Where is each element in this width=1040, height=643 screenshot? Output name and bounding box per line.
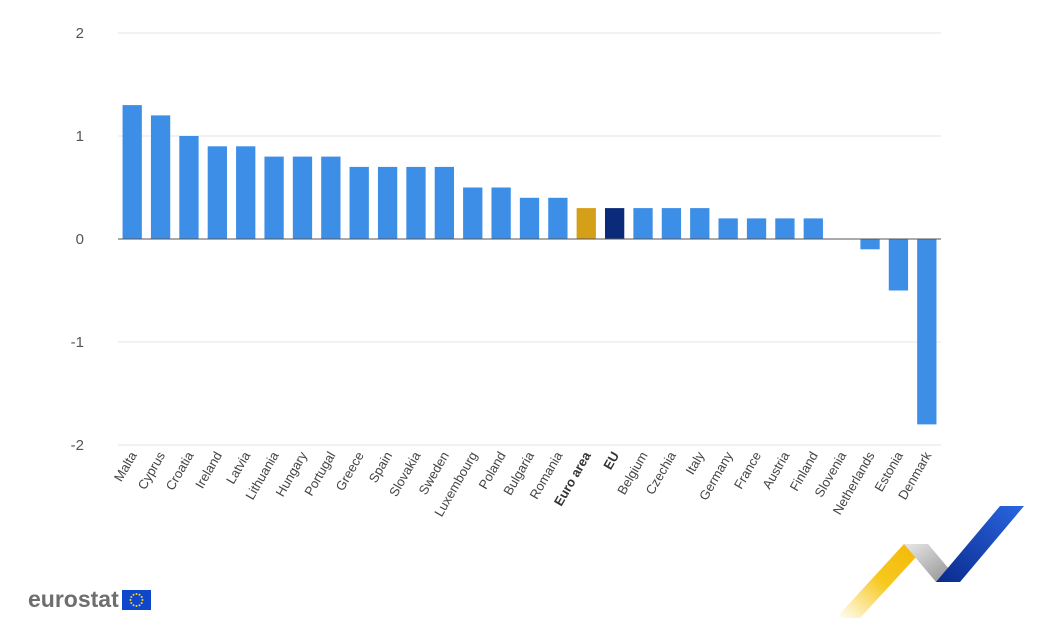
category-label: Malta [111, 448, 140, 484]
bar [860, 239, 880, 250]
bar [661, 208, 682, 239]
category-label: EU [600, 449, 622, 472]
y-axis-ticks: 2 1 0 -1 -2 [71, 25, 84, 454]
eu-flag-icon [121, 589, 151, 610]
bar [207, 146, 227, 239]
bar [150, 115, 171, 239]
bar [179, 136, 199, 239]
category-labels: MaltaCyprusCroatiaIrelandLatviaLithuania… [111, 448, 935, 519]
bar [690, 208, 710, 239]
gridlines [118, 32, 941, 446]
bar [377, 166, 398, 239]
eurostat-logo: eurostat [28, 586, 151, 613]
category-label: France [731, 449, 764, 492]
bars [122, 105, 937, 425]
category-label: Croatia [163, 448, 197, 492]
bar [349, 166, 369, 239]
bar [236, 146, 256, 239]
y-tick-label: 1 [76, 128, 84, 145]
bar [775, 218, 795, 239]
bar [604, 208, 625, 239]
bar [519, 197, 540, 239]
bar [718, 218, 738, 239]
category-label: Latvia [223, 448, 254, 486]
y-tick-label: 0 [76, 231, 84, 248]
category-label: Spain [366, 449, 396, 485]
category-label: Greece [333, 449, 367, 493]
bar [321, 156, 341, 239]
bar [463, 187, 483, 239]
logo-text: eurostat [28, 586, 119, 612]
bar [548, 197, 568, 239]
bar [746, 218, 767, 239]
bar [406, 166, 426, 239]
bar [576, 208, 596, 239]
bar [491, 187, 511, 239]
bar [292, 156, 313, 239]
bar [917, 239, 937, 425]
y-tick-label: 2 [76, 25, 84, 42]
bar [122, 105, 142, 239]
category-label: Italy [682, 449, 707, 478]
y-tick-label: -1 [71, 334, 84, 351]
bar [264, 156, 284, 239]
bar [888, 239, 909, 291]
y-tick-label: -2 [71, 437, 84, 454]
category-label: Ireland [192, 449, 225, 491]
bar [803, 218, 823, 239]
bar [434, 166, 455, 239]
bar [633, 208, 653, 239]
decorative-ribbon [836, 506, 1024, 618]
